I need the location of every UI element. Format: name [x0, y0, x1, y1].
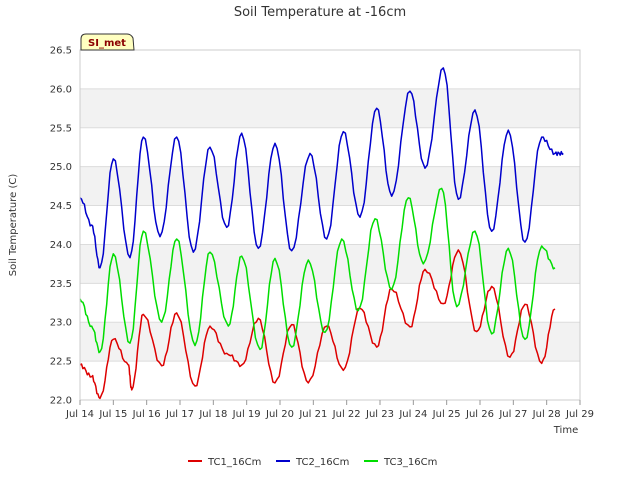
- x-tick-label: Jul 22: [332, 409, 361, 420]
- x-tick-label: Jul 17: [165, 409, 194, 420]
- series-line-tc1_16cm: [79, 249, 556, 400]
- y-tick-label: 26.0: [50, 84, 72, 95]
- background-band: [80, 88, 580, 128]
- x-tick-label: Jul 24: [398, 409, 427, 420]
- y-tick-label: 24.5: [50, 201, 72, 212]
- x-tick-label: Jul 19: [232, 409, 261, 420]
- series-line-tc3_16cm: [79, 187, 556, 354]
- legend-label: TC2_16Cm: [295, 457, 349, 468]
- y-tick-label: 22.5: [50, 357, 72, 368]
- x-tick-label: Jul 16: [132, 409, 161, 420]
- site-badge: SI_met: [80, 33, 135, 51]
- x-axis: Jul 14 Jul 15 Jul 16 Jul 17 Jul 18 Jul 19 Jul …: [65, 400, 594, 420]
- y-tick-label: 22.0: [50, 396, 72, 407]
- background-band: [80, 244, 580, 284]
- y-tick-label: 25.0: [50, 162, 72, 173]
- y-tick-label: 26.5: [50, 46, 72, 57]
- series-layer: [79, 67, 564, 400]
- y-tick-label: 24.0: [50, 240, 72, 251]
- x-tick-label: Jul 27: [498, 409, 527, 420]
- legend-label: TC3_16Cm: [383, 457, 437, 468]
- x-tick-label: Jul 21: [298, 409, 327, 420]
- background-bands: [80, 88, 580, 362]
- x-tick-label: Jul 26: [465, 409, 494, 420]
- x-axis-label: Time: [553, 425, 578, 436]
- site-badge-shape: [80, 33, 135, 51]
- site-badge-label: SI_met: [88, 38, 126, 49]
- background-band: [80, 166, 580, 206]
- x-tick-label: Jul 18: [198, 409, 227, 420]
- x-tick-label: Jul 15: [98, 409, 127, 420]
- y-axis: 22.0 22.5 23.0 23.5 24.0 24.5 25.0 25.5 26.0 26.5: [50, 46, 72, 407]
- chart-title: Soil Temperature at -16cm: [234, 5, 406, 20]
- y-tick-label: 23.5: [50, 279, 72, 290]
- x-tick-label: Jul 23: [365, 409, 394, 420]
- y-tick-label: 23.0: [50, 318, 72, 329]
- x-tick-label: Jul 20: [265, 409, 294, 420]
- x-tick-label: Jul 25: [432, 409, 461, 420]
- y-tick-label: 25.5: [50, 123, 72, 134]
- x-tick-label: Jul 28: [532, 409, 561, 420]
- plot-frame: [79, 49, 581, 401]
- legend: TC1_16Cm TC2_16Cm TC3_16Cm: [188, 457, 437, 468]
- legend-label: TC1_16Cm: [207, 457, 261, 468]
- y-axis-label: Soil Temperature (C): [8, 174, 19, 277]
- series-line-tc2_16cm: [79, 67, 564, 269]
- x-tick-label: Jul 14: [65, 409, 94, 420]
- x-tick-label: Jul 29: [565, 409, 594, 420]
